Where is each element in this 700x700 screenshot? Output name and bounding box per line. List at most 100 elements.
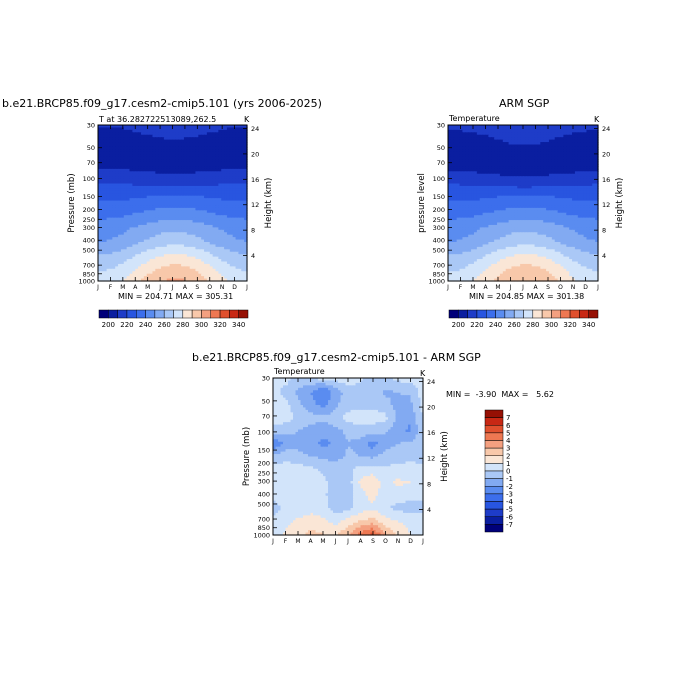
- heatmap-cell-p1: [143, 137, 148, 141]
- heatmap-cell-p1: [140, 139, 145, 143]
- heatmap-cell-p1: [201, 129, 205, 133]
- heatmap-cell-p1: [206, 139, 211, 143]
- heatmap-cell-p1: [172, 200, 176, 204]
- heatmap-cell-p1: [224, 151, 228, 155]
- heatmap-cell-p1: [224, 142, 228, 146]
- heatmap-cell-p1: [235, 239, 240, 243]
- heatmap-cell-p1: [135, 259, 139, 263]
- heatmap-cell-p1: [103, 171, 108, 175]
- heatmap-cell-p1: [158, 234, 162, 238]
- heatmap-cell-p1: [201, 210, 205, 214]
- heatmap-cell-p1: [115, 261, 119, 265]
- heatmap-cell-p1: [155, 127, 159, 131]
- heatmap-cell-p1: [206, 249, 211, 253]
- heatmap-cell-p1: [149, 210, 154, 214]
- heatmap-cell-p1: [106, 181, 111, 185]
- heatmap-cell-p1: [212, 181, 217, 185]
- heatmap-cell-p1: [161, 203, 165, 207]
- heatmap-cell-p1: [209, 166, 214, 170]
- heatmap-cell-p1: [146, 198, 151, 202]
- heatmap-cell-p1: [212, 227, 217, 231]
- heatmap-cell-p1: [109, 164, 113, 168]
- heatmap-cell-p1: [112, 246, 116, 250]
- heatmap-cell-p1: [235, 154, 240, 158]
- heatmap-cell-p1: [115, 185, 119, 189]
- heatmap-cell-p1: [201, 203, 205, 207]
- heatmap-cell-p1: [163, 229, 168, 233]
- heatmap-cell-p1: [135, 261, 139, 265]
- heatmap-cell-p1: [132, 159, 136, 163]
- heatmap-cell-p1: [238, 246, 242, 250]
- heatmap-cell-p1: [215, 246, 219, 250]
- heatmap-cell-p1: [218, 249, 222, 253]
- heatmap-cell-p1: [166, 215, 171, 219]
- heatmap-cell-p1: [195, 200, 199, 204]
- heatmap-cell-p1: [169, 229, 174, 233]
- heatmap-cell-p1: [155, 142, 159, 146]
- heatmap-cell-p1: [229, 134, 234, 138]
- heatmap-cell-p1: [235, 149, 240, 153]
- heatmap-cell-p1: [172, 164, 176, 168]
- heatmap-cell-p1: [172, 195, 176, 199]
- heatmap-cell-p1: [126, 222, 131, 226]
- heatmap-cell-p1: [215, 222, 219, 226]
- heatmap-cell-p1: [129, 173, 133, 177]
- heatmap-cell-p1: [181, 146, 185, 150]
- heatmap-cell-p1: [132, 229, 136, 233]
- heatmap-cell-p1: [98, 127, 102, 131]
- heatmap-cell-p1: [175, 246, 179, 250]
- heatmap-cell-p1: [158, 132, 162, 136]
- heatmap-cell-p1: [138, 259, 142, 263]
- heatmap-cell-p1: [229, 156, 234, 160]
- heatmap-cell-p1: [166, 259, 171, 263]
- heatmap-cell-p1: [112, 142, 116, 146]
- heatmap-cell-p1: [115, 222, 119, 226]
- heatmap-cell-p1: [175, 224, 179, 228]
- heatmap-cell-p1: [98, 166, 102, 170]
- heatmap-cell-p1: [226, 249, 231, 253]
- heatmap-cell-p1: [221, 173, 225, 177]
- heatmap-cell-p1: [112, 207, 116, 211]
- heatmap-cell-p1: [209, 227, 214, 231]
- heatmap-cell-p1: [226, 251, 231, 255]
- heatmap-cell-p1: [103, 215, 108, 219]
- heatmap-cell-p1: [115, 220, 119, 224]
- heatmap-cell-p1: [189, 190, 194, 194]
- heatmap-cell-p1: [140, 232, 145, 236]
- heatmap-cell-p1: [135, 146, 139, 150]
- heatmap-cell-p1: [186, 171, 191, 175]
- heatmap-cell-p1: [238, 261, 242, 265]
- heatmap-cell-p1: [232, 193, 237, 197]
- heatmap-cell-p1: [106, 193, 111, 197]
- heatmap-cell-p1: [163, 263, 168, 267]
- heatmap-cell-p1: [166, 156, 171, 160]
- heatmap-cell-p1: [152, 129, 156, 133]
- heatmap-cell-p1: [123, 237, 128, 241]
- heatmap-cell-p1: [138, 254, 142, 258]
- heatmap-cell-p1: [126, 220, 131, 224]
- heatmap-cell-p1: [118, 259, 122, 263]
- heatmap-cell-p1: [172, 166, 176, 170]
- heatmap-cell-p1: [109, 146, 113, 150]
- heatmap-cell-p1: [115, 232, 119, 236]
- heatmap-cell-p1: [146, 154, 151, 158]
- heatmap-cell-p1: [192, 195, 197, 199]
- heatmap-cell-p1: [229, 246, 234, 250]
- heatmap-cell-p1: [204, 193, 208, 197]
- heatmap-cell-p1: [140, 251, 145, 255]
- heatmap-cell-p1: [204, 261, 208, 265]
- heatmap-cell-p1: [215, 154, 219, 158]
- heatmap-cell-p1: [163, 251, 168, 255]
- heatmap-cell-p1: [175, 239, 179, 243]
- heatmap-cell-p1: [120, 159, 125, 163]
- heatmap-cell-p1: [229, 220, 234, 224]
- heatmap-cell-p1: [241, 178, 245, 182]
- heatmap-cell-p1: [198, 198, 202, 202]
- heatmap-cell-p1: [232, 185, 237, 189]
- heatmap-cell-p1: [140, 183, 145, 187]
- heatmap-cell-p1: [212, 176, 217, 180]
- heatmap-cell-p1: [120, 242, 125, 246]
- heatmap-cell-p1: [149, 229, 154, 233]
- heatmap-cell-p1: [226, 222, 231, 226]
- heatmap-cell-p1: [100, 237, 105, 241]
